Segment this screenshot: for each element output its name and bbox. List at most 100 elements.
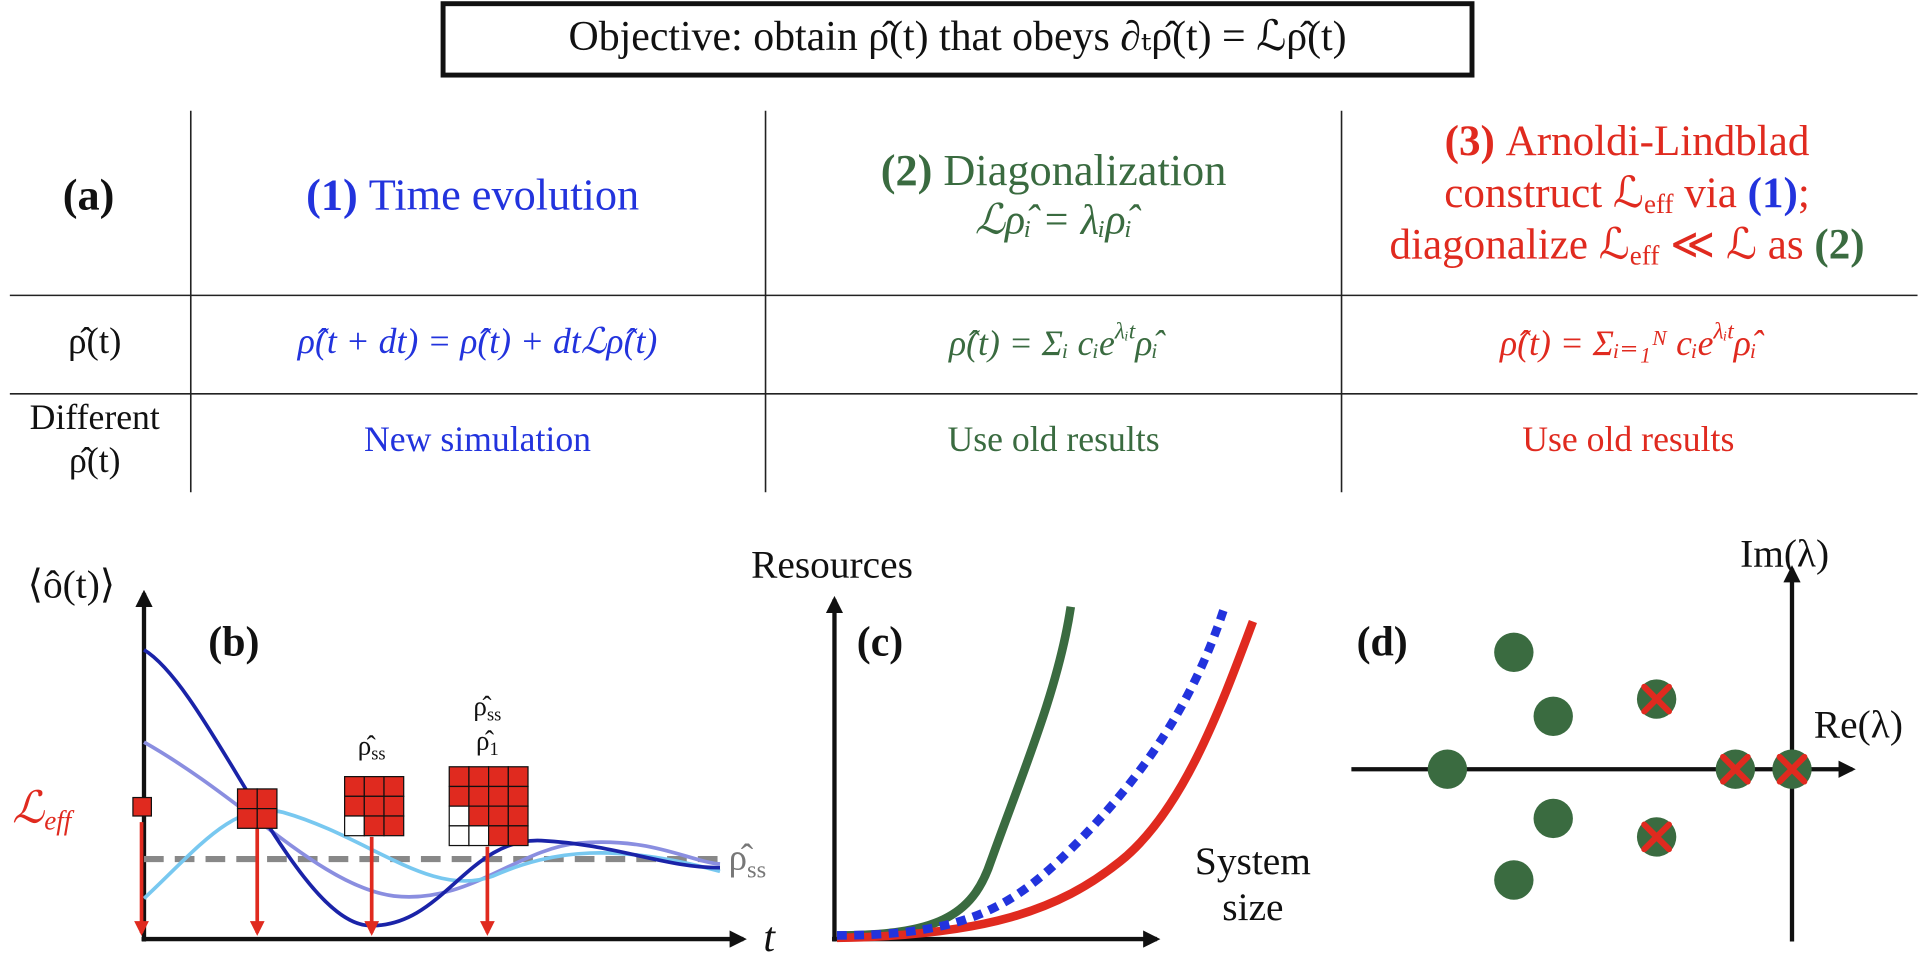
- matrix-cell: [256, 808, 278, 829]
- matrix: [132, 796, 152, 817]
- panel-d: Im(λ) Re(λ) (d): [1351, 532, 1903, 942]
- header: (3) Arnoldi-Lindblad: [1445, 118, 1810, 165]
- diagonalization-curve: [836, 606, 1076, 940]
- panel-label: (d): [1357, 620, 1408, 666]
- row-label: ρ̂(t): [69, 440, 121, 480]
- formula: ρ̂(t + dt) = ρ̂(t) + dtℒρ̂(t): [297, 321, 657, 361]
- header-text: ≪ ℒ as: [1659, 222, 1814, 269]
- projection-arrows: [134, 822, 495, 936]
- eigenvalue: [1494, 632, 1534, 672]
- matrix-cell: [468, 785, 490, 807]
- matrix-cell: [344, 815, 365, 837]
- row-label: ρ̂(t): [68, 320, 121, 362]
- subscript: ss: [747, 856, 766, 883]
- eigenvalues: [1427, 632, 1812, 900]
- header: (2) Diagonalization: [881, 146, 1227, 195]
- formula-text: ρ̂ᵢ: [1134, 323, 1166, 363]
- header-title: Arnoldi-Lindblad: [1506, 118, 1810, 165]
- header-equation: ℒρ̂ᵢ = λᵢρ̂ᵢ: [975, 198, 1142, 244]
- cell: Use old results: [1522, 419, 1734, 459]
- formula-text: ρ̂ᵢ: [1733, 323, 1765, 363]
- matrix-cell: [363, 795, 385, 817]
- matrix-cell: [363, 815, 385, 837]
- cell: Use old results: [947, 419, 1159, 459]
- header-number: (2): [881, 146, 933, 195]
- header-line: diagonalize ℒeff ≪ ℒ as (2): [1390, 222, 1865, 271]
- subscript: eff: [1644, 189, 1675, 219]
- eigenvalue: [1427, 749, 1468, 789]
- matrix-cell: [363, 776, 385, 797]
- matrix-label: ρ̂1: [476, 726, 499, 759]
- formula: ρ̂(t) = Σᵢ₌₁ᴺ cᵢeλᵢtρ̂ᵢ: [1499, 319, 1765, 363]
- panel-label: (c): [857, 620, 903, 666]
- arnoldi-eigenvalue: [1776, 753, 1808, 785]
- matrix-label: ρ̂ss: [358, 731, 386, 764]
- subscript: 1: [490, 739, 499, 759]
- x-axis-label: size: [1222, 885, 1283, 929]
- matrix-cell: [468, 825, 490, 847]
- matrix-cell: [344, 776, 365, 797]
- matrix-cell: [488, 805, 509, 827]
- header-ref: (1): [1748, 170, 1798, 217]
- operator: ℒ: [12, 783, 45, 832]
- comparison-table: (a) (1) Time evolution (2) Diagonalizati…: [9, 110, 1918, 493]
- header-text: via: [1674, 170, 1748, 217]
- y-axis-label: ⟨ô(t)⟩: [28, 562, 116, 606]
- header-text: ;: [1798, 170, 1810, 217]
- subscript: eff: [1630, 241, 1661, 271]
- matrices: [236, 766, 529, 847]
- matrix-label: ρ̂ss: [473, 691, 501, 724]
- row-label: Different: [30, 397, 160, 437]
- matrix-cell: [383, 795, 405, 817]
- matrix-cell: [507, 785, 529, 807]
- matrix-cell: [448, 766, 470, 788]
- operator-label: ℒeff: [12, 783, 74, 835]
- arnoldi-eigenvalue: [1641, 821, 1672, 853]
- panel-b: ⟨ô(t)⟩ t (b) ℒeff ρ̂ss ρ̂ss ρ̂ss ρ̂1: [12, 562, 776, 960]
- eigenvalue: [1494, 860, 1534, 900]
- header-number: (3): [1445, 118, 1495, 165]
- x-axis-label: System: [1195, 839, 1311, 883]
- matrix-cell: [236, 788, 258, 810]
- matrix-cell: [383, 776, 405, 797]
- matrix-cell: [448, 785, 470, 807]
- header: (1) Time evolution: [306, 171, 639, 220]
- formula-text: ρ̂(t) = Σᵢ cᵢe: [948, 323, 1115, 363]
- header-title: Time evolution: [369, 171, 639, 220]
- objective-box: [440, 1, 1475, 78]
- panel-label: (a): [63, 171, 115, 220]
- matrix-cell: [468, 805, 490, 827]
- superscript: λᵢt: [1114, 319, 1136, 345]
- eigenvalue: [1533, 696, 1573, 736]
- eigenvalue: [1533, 798, 1573, 839]
- panel-c: Resources System size (c): [751, 543, 1311, 948]
- arnoldi-eigenvalue: [1720, 753, 1751, 785]
- curve: [143, 648, 721, 928]
- x-axis-label: t: [763, 915, 776, 960]
- y-axis-label: Resources: [751, 543, 913, 587]
- matrix-cell: [468, 766, 490, 788]
- matrix-cell: [488, 825, 509, 847]
- curve: [142, 808, 721, 900]
- header-text: diagonalize ℒ: [1390, 222, 1630, 269]
- matrix-cell: [383, 815, 405, 837]
- y-axis-label: Im(λ): [1740, 532, 1829, 576]
- x-axis-label: Re(λ): [1814, 703, 1903, 747]
- header-line: construct ℒeff via (1);: [1444, 170, 1810, 219]
- header-text: construct ℒ: [1444, 170, 1644, 217]
- arnoldi-eigenvalue: [1641, 683, 1672, 715]
- matrix-cell: [488, 785, 509, 807]
- matrix-cell: [344, 795, 365, 817]
- matrix-cell: [488, 766, 509, 788]
- subscript: ss: [371, 744, 385, 764]
- subscript: ss: [487, 705, 501, 725]
- objective: Objective: obtain ρ̂(t) that obeys ∂ₜρ̂(…: [569, 14, 1347, 60]
- matrix-cell: [236, 808, 258, 829]
- arnoldi-curve: [836, 620, 1257, 943]
- matrix-cell: [507, 805, 529, 827]
- matrix-cell: [507, 766, 529, 788]
- matrix-cell: [448, 805, 470, 827]
- header-ref: (2): [1814, 222, 1864, 269]
